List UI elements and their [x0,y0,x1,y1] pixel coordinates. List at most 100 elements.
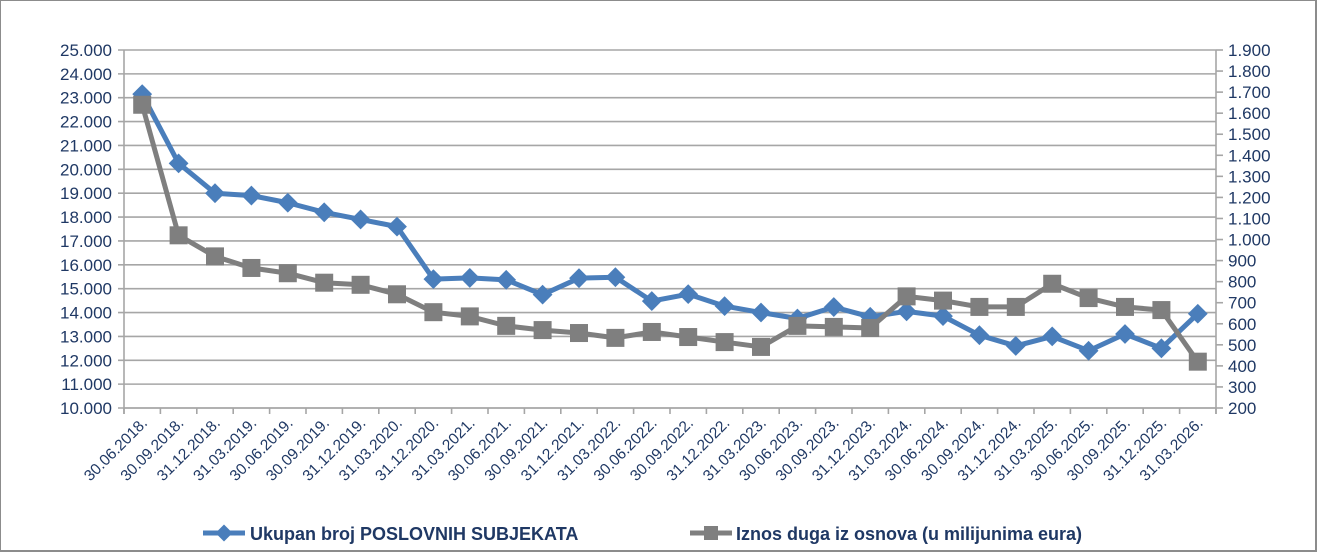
data-point-square[interactable] [679,328,698,347]
data-point-diamond[interactable] [168,153,189,174]
data-point-square[interactable] [169,226,188,245]
data-point-square[interactable] [278,264,297,283]
data-point-diamond[interactable] [1078,340,1099,361]
data-point-diamond[interactable] [496,269,517,290]
data-point-square[interactable] [460,307,479,326]
legend: Ukupan broj POSLOVNIH SUBJEKATA Iznos du… [203,524,1082,544]
data-point-square[interactable] [533,321,552,340]
left-y-axis-labels: 10.000 11.000 12.000 13.000 14.000 15.000 16.0… [60,41,112,418]
data-point-square[interactable] [642,322,661,341]
data-point-square[interactable] [1079,289,1098,308]
right-y-tick-label: 1.300 [1228,167,1271,186]
left-y-tick-label: 23.000 [60,89,112,108]
right-y-tick-label: 1.400 [1228,146,1271,165]
data-point-square[interactable] [1116,297,1134,316]
data-point-square[interactable] [606,328,625,347]
left-y-tick-label: 19.000 [60,184,112,203]
data-point-diamond[interactable] [933,306,953,327]
left-y-tick-label: 15.000 [60,280,112,299]
legend-item-debt-amount[interactable]: Iznos duga iz osnova (u milijunima eura) [690,524,1082,544]
series-debt-amount [133,95,1207,371]
right-y-tick-label: 1.600 [1228,104,1271,123]
data-point-square[interactable] [351,275,370,294]
data-point-square[interactable] [1188,352,1207,371]
data-point-square[interactable] [1152,301,1171,320]
right-y-tick-label: 1.000 [1228,231,1271,250]
data-point-diamond[interactable] [605,267,626,288]
left-y-tick-label: 21.000 [60,136,112,155]
data-point-diamond[interactable] [896,301,917,322]
data-point-diamond[interactable] [714,296,735,316]
right-y-tick-label: 1.200 [1228,188,1271,207]
data-point-diamond[interactable] [314,202,335,223]
data-point-diamond[interactable] [459,268,480,288]
left-y-tick-label: 16.000 [60,256,112,275]
data-point-square[interactable] [388,285,406,304]
data-point-diamond[interactable] [751,302,771,323]
right-y-tick-label: 1.900 [1228,41,1271,60]
right-y-tick-label: 1.800 [1228,62,1271,81]
right-y-axis-labels: 200 300 400 500 600 700 800 900 1.000 1.100 1.200 1… [1228,41,1271,418]
data-point-diamond[interactable] [1151,338,1172,359]
data-point-diamond[interactable] [823,297,844,317]
left-y-tick-label: 20.000 [60,160,112,179]
data-point-square[interactable] [206,247,224,266]
data-point-diamond[interactable] [678,284,699,305]
series-line [139,104,1200,364]
right-y-tick-label: 900 [1228,252,1256,271]
data-point-square[interactable] [897,287,916,306]
diamond-icon [215,524,233,542]
data-point-square[interactable] [133,95,152,114]
left-y-tick-label: 11.000 [61,375,112,394]
data-point-diamond[interactable] [350,209,371,230]
data-point-square[interactable] [315,273,334,292]
data-point-square[interactable] [424,303,443,322]
left-y-tick-label: 12.000 [60,351,112,370]
left-y-tick-label: 17.000 [60,232,112,251]
data-point-diamond[interactable] [1042,326,1063,347]
data-point-diamond[interactable] [532,284,553,305]
legend-item-business-count[interactable]: Ukupan broj POSLOVNIH SUBJEKATA [203,524,578,544]
data-point-square[interactable] [497,316,516,335]
data-point-diamond[interactable] [277,192,298,213]
left-y-tick-label: 13.000 [60,327,112,346]
data-point-diamond[interactable] [1187,303,1208,324]
data-point-diamond[interactable] [423,269,444,290]
right-y-tick-label: 1.700 [1228,83,1271,102]
data-point-diamond[interactable] [205,183,225,204]
left-y-tick-label: 10.000 [60,399,112,418]
data-point-diamond[interactable] [1115,324,1135,344]
data-point-square[interactable] [861,318,880,337]
left-y-tick-label: 25.000 [60,41,112,60]
data-point-square[interactable] [570,324,588,343]
left-y-tick-label: 22.000 [60,113,112,132]
data-point-square[interactable] [970,297,989,316]
data-point-square[interactable] [242,258,261,277]
right-y-tick-label: 500 [1228,336,1256,355]
data-point-square[interactable] [934,291,952,310]
axes [123,49,1223,414]
data-point-square[interactable] [1043,274,1062,293]
data-point-diamond[interactable] [241,185,262,206]
series [132,84,1208,371]
right-y-tick-label: 600 [1228,315,1256,334]
data-point-diamond[interactable] [969,325,990,346]
data-point-diamond[interactable] [387,216,407,237]
right-y-tick-label: 300 [1228,378,1256,397]
legend-label-debt-amount: Iznos duga iz osnova (u milijunima eura) [736,524,1082,544]
right-y-tick-label: 700 [1228,294,1256,313]
data-point-square[interactable] [715,333,734,352]
data-point-diamond[interactable] [569,268,589,289]
data-point-square[interactable] [824,317,843,336]
legend-label-business-count: Ukupan broj POSLOVNIH SUBJEKATA [250,524,578,544]
data-point-square[interactable] [788,316,807,335]
x-axis-labels: 30.06.2018.30.09.2018.31.12.2018.31.03.2… [81,415,1207,485]
right-y-tick-label: 1.100 [1228,209,1271,228]
data-point-diamond[interactable] [1005,336,1026,356]
series-business-count [132,84,1208,361]
data-point-square[interactable] [752,337,770,356]
data-point-diamond[interactable] [641,291,662,311]
data-point-square[interactable] [1006,297,1025,316]
